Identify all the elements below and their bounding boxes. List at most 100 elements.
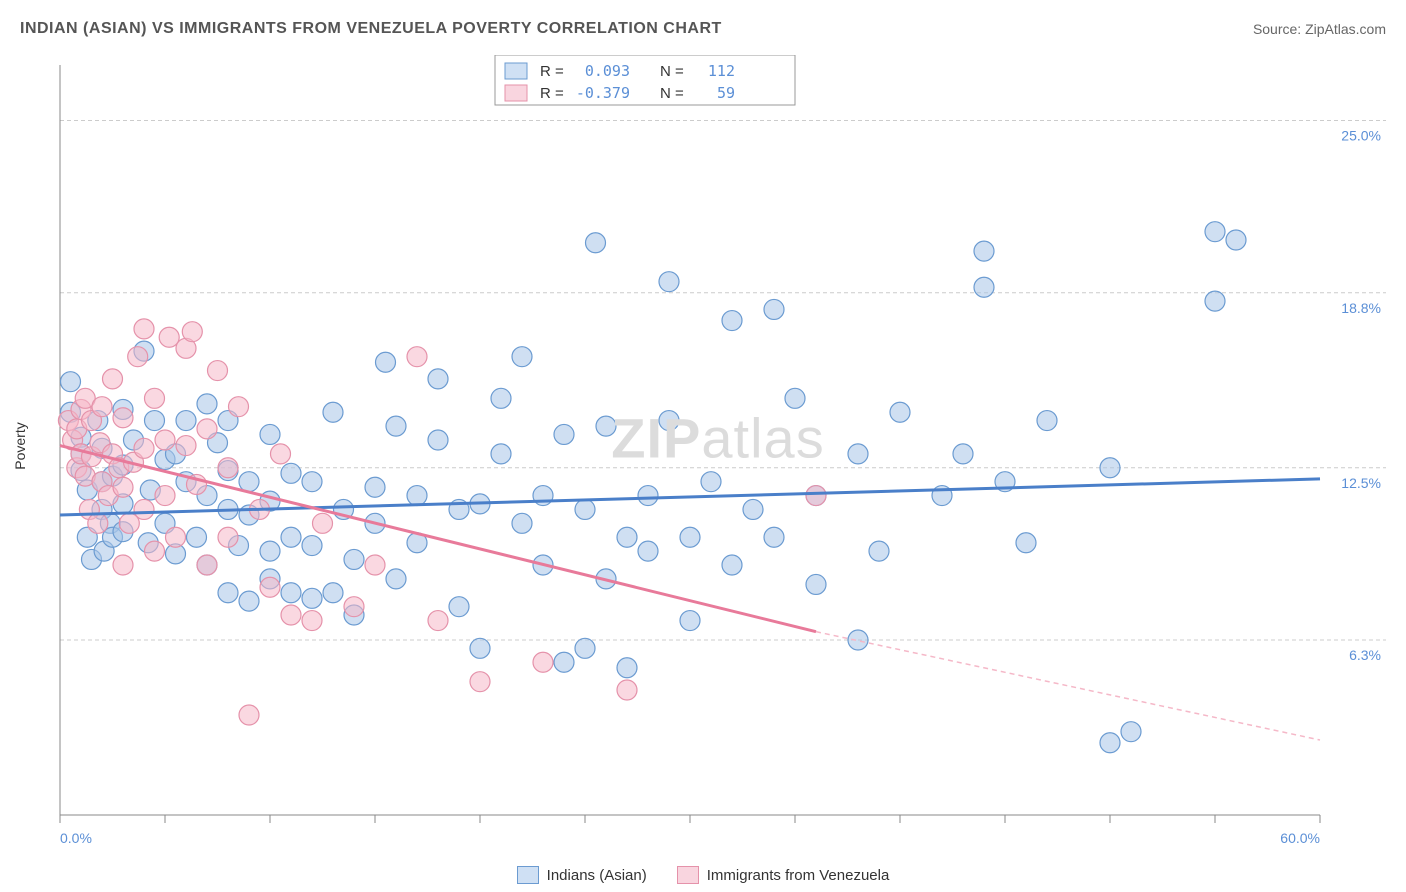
data-point-pink [407, 347, 427, 367]
data-point-blue [974, 277, 994, 297]
data-point-blue [512, 347, 532, 367]
data-point-blue [680, 527, 700, 547]
y-tick-label: 25.0% [1341, 128, 1381, 144]
chart-header: INDIAN (ASIAN) VS IMMIGRANTS FROM VENEZU… [20, 20, 1386, 38]
data-point-blue [491, 388, 511, 408]
data-point-pink [134, 319, 154, 339]
data-point-pink [113, 408, 133, 428]
data-point-pink [197, 419, 217, 439]
data-point-blue [239, 472, 259, 492]
legend-n-label: N = [660, 63, 684, 80]
x-tick-label: 0.0% [60, 830, 92, 846]
data-point-blue [638, 541, 658, 561]
data-point-blue [365, 477, 385, 497]
data-point-blue [848, 444, 868, 464]
data-point-pink [229, 397, 249, 417]
legend-n-value: 59 [717, 84, 735, 102]
data-point-pink [145, 541, 165, 561]
data-point-blue [61, 372, 81, 392]
data-point-pink [113, 555, 133, 575]
data-point-blue [176, 411, 196, 431]
data-point-blue [586, 233, 606, 253]
legend-swatch-blue [505, 63, 527, 79]
data-point-pink [302, 611, 322, 631]
data-point-blue [386, 416, 406, 436]
data-point-blue [638, 486, 658, 506]
data-point-blue [659, 411, 679, 431]
data-point-pink [88, 513, 108, 533]
data-point-blue [512, 513, 532, 533]
y-tick-label: 18.8% [1341, 300, 1381, 316]
data-point-blue [428, 430, 448, 450]
legend-r-value: 0.093 [585, 62, 630, 80]
data-point-blue [1016, 533, 1036, 553]
data-point-pink [239, 705, 259, 725]
data-point-blue [1100, 733, 1120, 753]
bottom-legend: Indians (Asian) Immigrants from Venezuel… [0, 866, 1406, 884]
data-point-blue [491, 444, 511, 464]
data-point-blue [554, 424, 574, 444]
data-point-pink [145, 388, 165, 408]
data-point-blue [785, 388, 805, 408]
chart-container: 0.0% 60.0% 6.3% 12.5% 18.8% 25.0% R = 0.093 N = 1… [50, 55, 1386, 852]
legend-r-label: R = [540, 85, 564, 102]
data-point-blue [575, 499, 595, 519]
data-point-blue [680, 611, 700, 631]
data-point-blue [145, 411, 165, 431]
data-point-blue [386, 569, 406, 589]
data-point-blue [260, 424, 280, 444]
data-point-pink [617, 680, 637, 700]
data-point-pink [218, 527, 238, 547]
data-point-blue [722, 555, 742, 575]
data-point-blue [449, 597, 469, 617]
data-point-blue [806, 574, 826, 594]
data-point-pink [470, 672, 490, 692]
data-point-pink [92, 397, 112, 417]
data-point-pink [806, 486, 826, 506]
data-point-blue [1100, 458, 1120, 478]
data-point-blue [470, 638, 490, 658]
data-point-pink [365, 555, 385, 575]
data-point-blue [953, 444, 973, 464]
data-point-blue [974, 241, 994, 261]
data-point-pink [428, 611, 448, 631]
legend-swatch-pink [505, 85, 527, 101]
data-point-pink [313, 513, 333, 533]
data-point-blue [869, 541, 889, 561]
legend-item-blue: Indians (Asian) [517, 866, 647, 884]
data-point-blue [1205, 291, 1225, 311]
data-point-blue [1205, 222, 1225, 242]
data-point-blue [596, 416, 616, 436]
data-point-blue [764, 527, 784, 547]
legend-n-value: 112 [708, 62, 735, 80]
data-point-pink [176, 436, 196, 456]
trend-line-pink-dashed [816, 632, 1320, 740]
data-point-pink [218, 458, 238, 478]
data-point-blue [281, 583, 301, 603]
data-point-blue [323, 583, 343, 603]
data-point-blue [239, 591, 259, 611]
data-point-blue [407, 486, 427, 506]
y-tick-label: 12.5% [1341, 475, 1381, 491]
data-point-blue [890, 402, 910, 422]
x-tick-label: 60.0% [1280, 830, 1320, 846]
scatter-chart: 0.0% 60.0% 6.3% 12.5% 18.8% 25.0% R = 0.093 N = 1… [50, 55, 1386, 852]
data-point-blue [376, 352, 396, 372]
data-point-blue [218, 583, 238, 603]
data-point-pink [159, 327, 179, 347]
legend-label-pink: Immigrants from Venezuela [707, 867, 890, 884]
data-point-blue [1121, 722, 1141, 742]
data-point-blue [764, 299, 784, 319]
data-point-blue [848, 630, 868, 650]
data-point-pink [208, 361, 228, 381]
data-point-pink [128, 347, 148, 367]
y-tick-label: 6.3% [1349, 647, 1381, 663]
data-point-blue [281, 463, 301, 483]
data-point-blue [187, 527, 207, 547]
data-point-blue [659, 272, 679, 292]
y-axis-label: Poverty [12, 422, 28, 469]
data-point-blue [302, 588, 322, 608]
data-point-pink [155, 430, 175, 450]
chart-title: INDIAN (ASIAN) VS IMMIGRANTS FROM VENEZU… [20, 20, 722, 38]
data-point-blue [323, 402, 343, 422]
